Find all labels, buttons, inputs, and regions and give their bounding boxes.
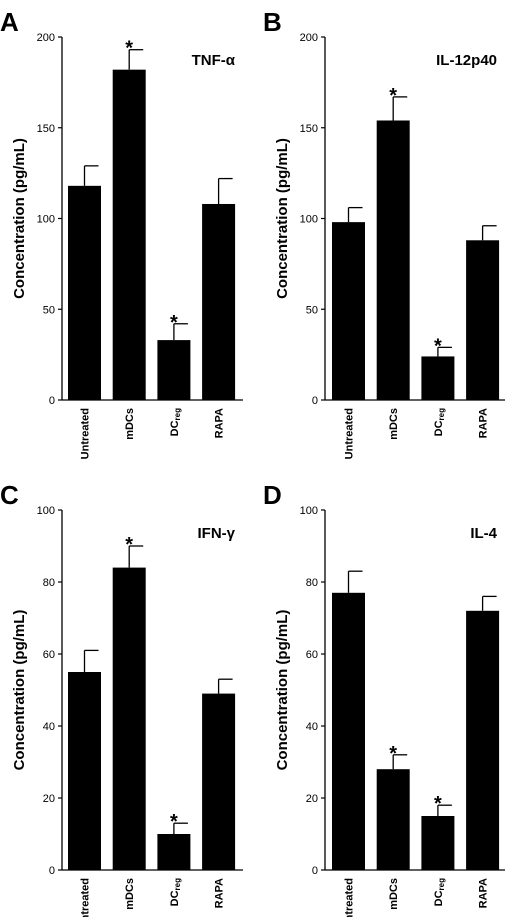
significance-marker: * (389, 743, 397, 765)
category-label-text: DC (433, 890, 445, 906)
y-tick-label: 20 (306, 793, 318, 805)
y-axis-label: Concentration (pg/mL) (274, 610, 291, 771)
bar (157, 340, 191, 400)
category-label-text: mDCs (124, 408, 136, 440)
category-label: mDCs (124, 408, 136, 440)
bar (376, 120, 410, 401)
category-label: RAPA (214, 878, 226, 908)
bar (157, 834, 191, 870)
bar (68, 672, 101, 870)
category-label: DCreg (169, 408, 182, 436)
y-tick-label: 0 (49, 395, 55, 407)
category-label-text: mDCs (388, 408, 400, 440)
y-tick-label: 200 (300, 32, 318, 44)
y-tick-label: 150 (37, 123, 55, 135)
category-label-text: RAPA (214, 878, 226, 908)
category-label-text: DC (169, 890, 181, 906)
chart-panel-d: D 0 20 40 60 80 100 Concentration (pg/mL) IL-4 Un… (263, 480, 505, 917)
category-label-text: DC (433, 420, 445, 436)
bar (421, 356, 455, 400)
category-label-subscript: reg (437, 408, 446, 421)
y-tick-label: 80 (43, 577, 55, 589)
bar (202, 203, 236, 400)
y-tick-label: 80 (306, 577, 318, 589)
category-label-text: DC (169, 420, 181, 436)
category-label: RAPA (214, 408, 226, 438)
y-tick-label: 0 (49, 865, 55, 877)
y-tick-label: 50 (43, 304, 55, 316)
chart-title: TNF-α (192, 52, 236, 69)
significance-marker: * (434, 793, 442, 815)
category-label-text: Untreated (344, 408, 356, 459)
category-label: DCreg (169, 878, 182, 906)
category-label: DCreg (433, 878, 446, 906)
panel-letter: A (0, 7, 19, 37)
category-label: mDCs (124, 878, 136, 910)
category-label-text: Untreated (344, 878, 356, 917)
y-tick-label: 100 (300, 505, 318, 517)
category-label-subscript: reg (437, 878, 446, 891)
chart-title: IFN-γ (198, 525, 236, 542)
y-axis-label: Concentration (pg/mL) (274, 138, 291, 299)
category-label-text: RAPA (478, 878, 490, 908)
chart-title: IL-4 (470, 525, 497, 542)
chart-title: IL-12p40 (436, 52, 497, 69)
bar (332, 222, 365, 400)
category-label: Untreated (80, 878, 92, 917)
category-label-text: Untreated (80, 878, 92, 917)
y-tick-label: 100 (300, 214, 318, 226)
category-label: mDCs (388, 878, 400, 910)
panel-letter: B (263, 7, 282, 37)
category-label: mDCs (388, 408, 400, 440)
y-tick-label: 50 (306, 304, 318, 316)
y-tick-label: 40 (306, 721, 318, 733)
category-label-text: RAPA (478, 408, 490, 438)
y-tick-label: 200 (37, 32, 55, 44)
chart-panel-b: B 0 50 100 150 200 Concentration (pg/mL) IL-12p… (263, 7, 505, 459)
significance-marker: * (389, 85, 397, 107)
significance-marker: * (125, 534, 133, 556)
y-axis-label: Concentration (pg/mL) (11, 138, 28, 299)
y-tick-label: 100 (37, 505, 55, 517)
bar (112, 69, 146, 401)
y-tick-label: 40 (43, 721, 55, 733)
category-label-text: mDCs (388, 878, 400, 910)
panel-letter: D (263, 480, 282, 510)
y-axis-label: Concentration (pg/mL) (11, 610, 28, 771)
significance-marker: * (170, 312, 178, 334)
chart-panel-c: C 0 20 40 60 80 100 Concentration (pg/mL) IFN-γ U… (0, 480, 243, 917)
bar (202, 693, 236, 870)
bar (376, 769, 410, 870)
panel-letter: C (0, 480, 19, 510)
y-tick-label: 20 (43, 793, 55, 805)
significance-marker: * (125, 38, 133, 60)
category-label: Untreated (80, 408, 92, 459)
category-label: DCreg (433, 408, 446, 436)
category-label-text: mDCs (124, 878, 136, 910)
chart-panel-a: A 0 50 100 150 200 Concentration (pg/mL) TNF-α U… (0, 7, 243, 459)
bar (68, 185, 101, 400)
y-tick-label: 0 (312, 395, 318, 407)
category-label-subscript: reg (173, 878, 182, 891)
bar (466, 610, 500, 870)
category-label: Untreated (344, 408, 356, 459)
y-tick-label: 150 (300, 123, 318, 135)
category-label-text: RAPA (214, 408, 226, 438)
bar (466, 240, 500, 400)
category-label: RAPA (478, 408, 490, 438)
bar (332, 592, 365, 870)
category-label-text: Untreated (80, 408, 92, 459)
y-tick-label: 60 (306, 649, 318, 661)
category-label-subscript: reg (173, 408, 182, 421)
y-tick-label: 0 (312, 865, 318, 877)
category-label: RAPA (478, 878, 490, 908)
significance-marker: * (434, 335, 442, 357)
bar (112, 567, 146, 870)
category-label: Untreated (344, 878, 356, 917)
y-tick-label: 100 (37, 214, 55, 226)
y-tick-label: 60 (43, 649, 55, 661)
bar (421, 816, 455, 870)
significance-marker: * (170, 811, 178, 833)
